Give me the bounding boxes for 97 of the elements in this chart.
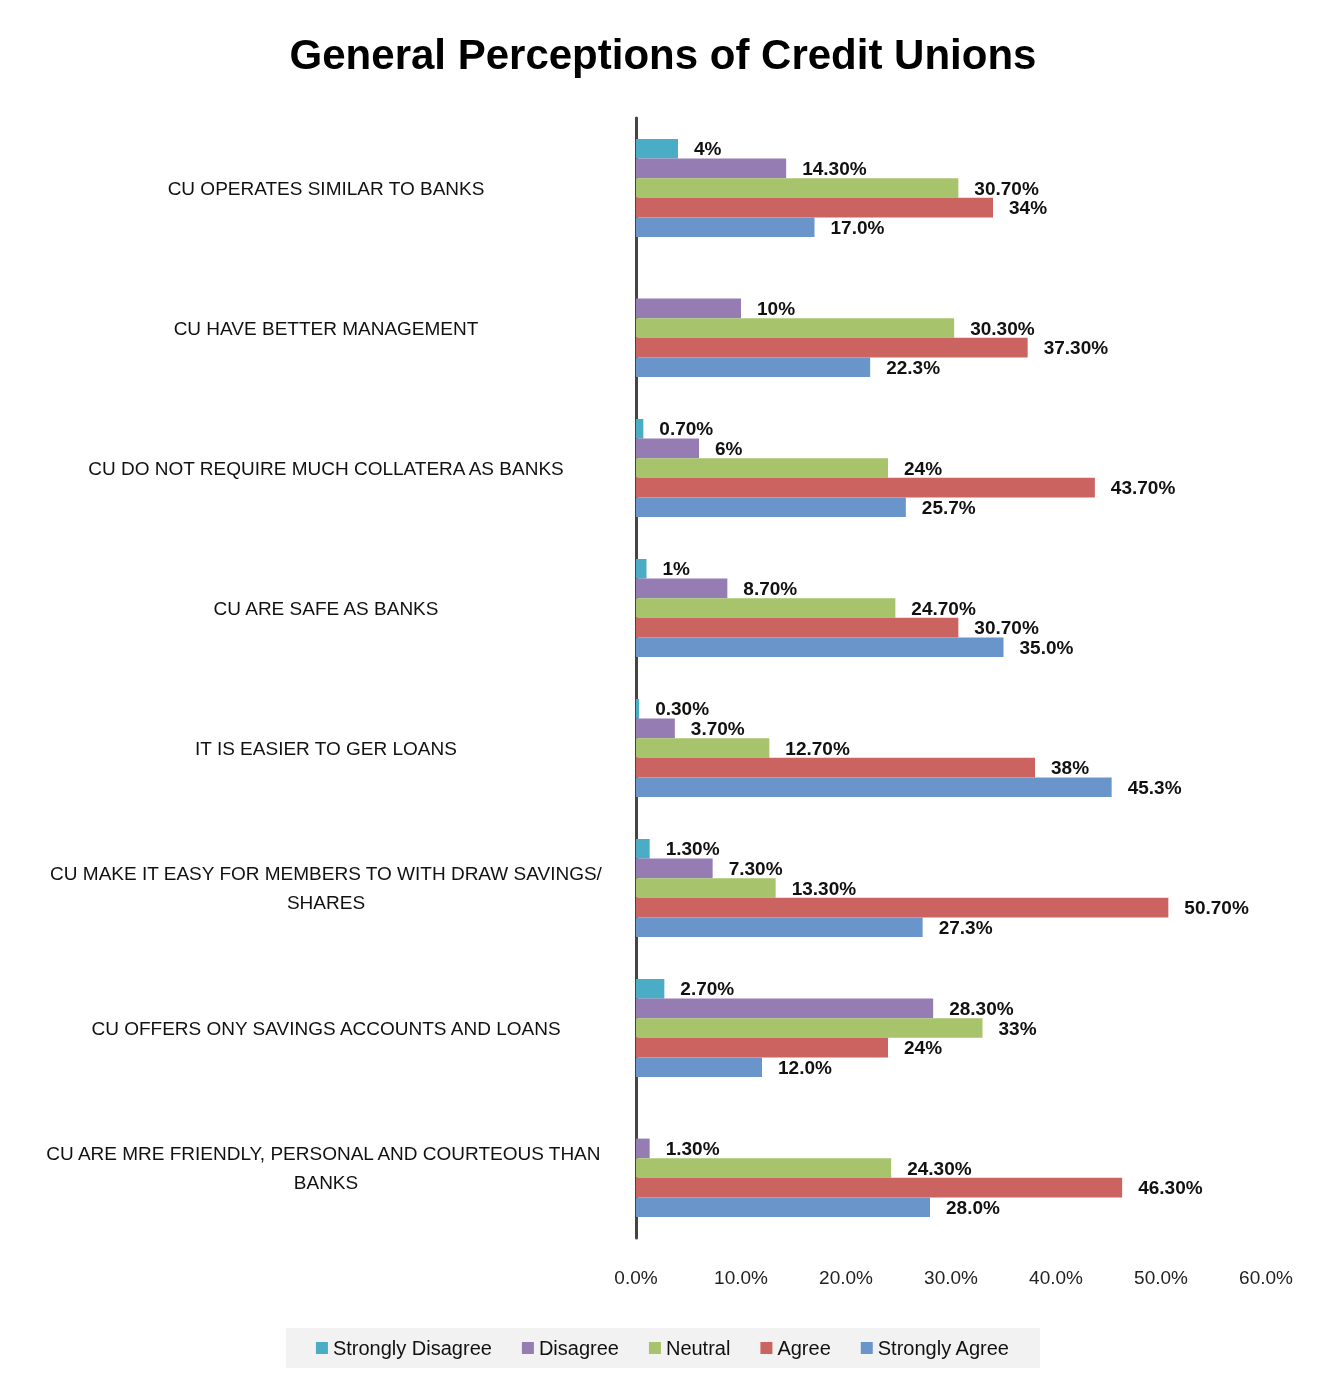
legend-label: Neutral xyxy=(665,1337,731,1359)
data-label: 28.30% xyxy=(949,997,1014,1019)
legend-label: Strongly Agree xyxy=(877,1337,1009,1359)
bar xyxy=(636,637,1004,657)
y-tick-label: CU OFFERS ONY SAVINGS ACCOUNTS AND LOANS xyxy=(91,1017,561,1039)
x-tick-label: 40.0% xyxy=(1029,1267,1084,1288)
data-label: 24% xyxy=(904,457,943,479)
y-tick-label: CU ARE MRE FRIENDLY, PERSONAL AND COURTEOUS THAN BANKS xyxy=(46,1143,606,1193)
data-label: 28.0% xyxy=(946,1196,1000,1218)
bar xyxy=(636,458,888,478)
bar xyxy=(636,598,896,618)
bar xyxy=(636,158,787,179)
data-label: 25.7% xyxy=(921,496,976,518)
bar xyxy=(636,718,675,739)
data-label: 1.30% xyxy=(665,838,720,860)
legend-label: Strongly Disagree xyxy=(332,1337,492,1359)
bar xyxy=(636,318,955,338)
bar xyxy=(636,1057,762,1077)
x-tick-label: 10.0% xyxy=(714,1267,769,1288)
data-label: 27.3% xyxy=(938,916,993,938)
data-label: 35.0% xyxy=(1019,636,1074,658)
data-label: 4% xyxy=(694,138,722,160)
bar xyxy=(636,578,728,599)
data-label: 2.70% xyxy=(680,978,735,1000)
data-label: 30.70% xyxy=(974,617,1039,639)
data-label: 37.30% xyxy=(1043,337,1109,359)
bar xyxy=(636,1177,1123,1198)
bar xyxy=(636,1037,888,1058)
data-label: 34% xyxy=(1009,197,1048,219)
y-tick-label: CU ARE SAFE AS BANKS xyxy=(213,597,439,619)
x-tick-label: 0.0% xyxy=(614,1267,658,1288)
data-label: 14.30% xyxy=(802,157,867,179)
y-tick-label: CU MAKE IT EASY FOR MEMBERS TO WITH DRAW SAVINGS/SHARES xyxy=(50,863,603,913)
x-tick-label: 60.0% xyxy=(1239,1267,1294,1288)
bar xyxy=(636,858,713,879)
data-label: 13.30% xyxy=(791,877,857,899)
bar xyxy=(636,197,993,218)
data-label: 38% xyxy=(1051,757,1090,779)
data-label: 3.70% xyxy=(690,717,745,739)
bar xyxy=(636,217,815,237)
bar xyxy=(636,298,741,319)
data-label: 0.30% xyxy=(655,698,710,720)
bar xyxy=(636,617,959,638)
data-label: 24% xyxy=(904,1037,943,1059)
bar xyxy=(636,1018,983,1038)
data-label: 17.0% xyxy=(830,216,885,238)
data-label: 1% xyxy=(662,558,691,580)
data-label: 12.70% xyxy=(785,737,850,759)
x-tick-label: 30.0% xyxy=(924,1267,979,1288)
chart-title: General Perceptions of Credit Unions xyxy=(289,30,1037,78)
bar xyxy=(636,757,1035,778)
bar xyxy=(636,699,640,719)
data-label: 12.0% xyxy=(778,1056,832,1078)
x-tick-label: 50.0% xyxy=(1134,1267,1189,1288)
bar xyxy=(636,979,665,999)
data-label: 30.30% xyxy=(970,317,1035,339)
data-label: 30.70% xyxy=(974,177,1039,199)
bar xyxy=(636,1158,892,1178)
legend-label: Disagree xyxy=(538,1337,619,1359)
y-tick-label: CU HAVE BETTER MANAGEMENT xyxy=(173,317,479,339)
data-label: 0.70% xyxy=(659,418,714,440)
bar xyxy=(636,998,934,1019)
legend-label: Agree xyxy=(777,1337,831,1359)
bar xyxy=(636,178,959,198)
data-label: 6% xyxy=(715,437,743,459)
bar xyxy=(636,1138,650,1159)
data-label: 43.70% xyxy=(1110,477,1176,499)
bar xyxy=(636,139,678,159)
data-label: 46.30% xyxy=(1138,1177,1203,1199)
y-tick-label: CU OPERATES SIMILAR TO BANKS xyxy=(167,177,485,199)
bar xyxy=(636,738,770,758)
bar xyxy=(636,878,776,898)
data-label: 50.70% xyxy=(1184,897,1249,919)
bar xyxy=(636,337,1028,358)
data-label: 7.30% xyxy=(728,857,783,879)
bar xyxy=(636,419,644,439)
bar xyxy=(636,917,923,937)
y-tick-label: CU DO NOT REQUIRE MUCH COLLATERA AS BANKS xyxy=(88,457,564,479)
bar xyxy=(636,777,1112,797)
data-label: 45.3% xyxy=(1127,776,1182,798)
data-label: 1.30% xyxy=(665,1137,720,1159)
bar xyxy=(636,839,650,859)
data-label: 8.70% xyxy=(743,577,798,599)
bar xyxy=(636,559,647,579)
data-label: 22.3% xyxy=(886,356,941,378)
data-label: 10% xyxy=(757,297,796,319)
bar xyxy=(636,897,1169,918)
data-label: 33% xyxy=(998,1017,1037,1039)
bar xyxy=(636,438,699,459)
bar xyxy=(636,357,871,377)
bar xyxy=(636,497,906,517)
bar xyxy=(636,1197,930,1217)
bar xyxy=(636,477,1095,498)
x-tick-label: 20.0% xyxy=(819,1267,874,1288)
data-label: 24.70% xyxy=(911,597,976,619)
y-tick-label: IT IS EASIER TO GER LOANS xyxy=(195,737,457,759)
data-label: 24.30% xyxy=(907,1157,972,1179)
